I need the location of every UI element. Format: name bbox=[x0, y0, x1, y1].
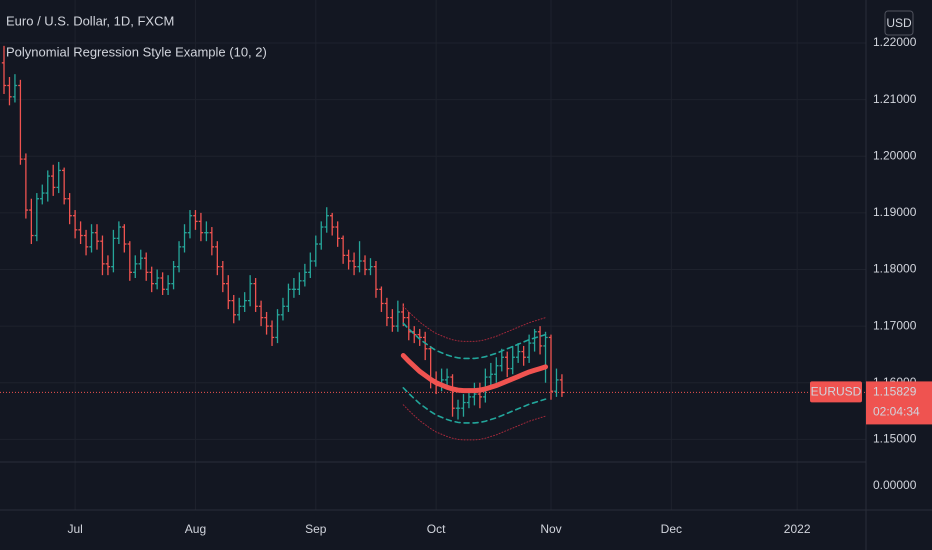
symbol-tag bbox=[810, 381, 862, 403]
regression-line bbox=[402, 322, 547, 360]
currency-button[interactable] bbox=[884, 10, 914, 36]
x-tick-label: Nov bbox=[540, 522, 561, 536]
grid bbox=[0, 0, 866, 510]
x-tick-label: 2022 bbox=[784, 522, 811, 536]
currency-label[interactable]: USD bbox=[886, 16, 912, 30]
y-tick-label: 1.17000 bbox=[873, 318, 917, 332]
price-tag bbox=[866, 381, 932, 425]
regression-line bbox=[402, 387, 547, 424]
countdown-label: 02:04:34 bbox=[873, 405, 920, 419]
y-tick-label: 1.19000 bbox=[873, 205, 917, 219]
y-tick-label: 1.18000 bbox=[873, 262, 917, 276]
regression-line bbox=[402, 305, 547, 342]
regression-line bbox=[402, 404, 547, 441]
x-tick-label: Oct bbox=[427, 522, 446, 536]
indicator-title: Polynomial Regression Style Example (10,… bbox=[6, 44, 267, 59]
y-tick-label: 1.20000 bbox=[873, 148, 917, 162]
x-tick-label: Dec bbox=[661, 522, 682, 536]
marks bbox=[0, 45, 866, 441]
last-price-label: 1.15829 bbox=[873, 385, 917, 399]
lower-pane-tick-label: 0.00000 bbox=[873, 478, 917, 492]
chart-title: Euro / U.S. Dollar, 1D, FXCM bbox=[6, 13, 174, 28]
x-tick-label: Jul bbox=[67, 522, 82, 536]
y-tick-label: 1.22000 bbox=[873, 35, 917, 49]
x-tick-label: Sep bbox=[305, 522, 327, 536]
regression-line bbox=[400, 353, 549, 394]
x-tick-label: Aug bbox=[185, 522, 206, 536]
symbol-label: EURUSD bbox=[811, 385, 862, 399]
axes: 1.22000 1.21000 1.20000 1.19000 1.18000 1.170… bbox=[67, 35, 932, 536]
y-tick-label: 1.15000 bbox=[873, 432, 917, 446]
y-tick-label: 1.21000 bbox=[873, 92, 917, 106]
